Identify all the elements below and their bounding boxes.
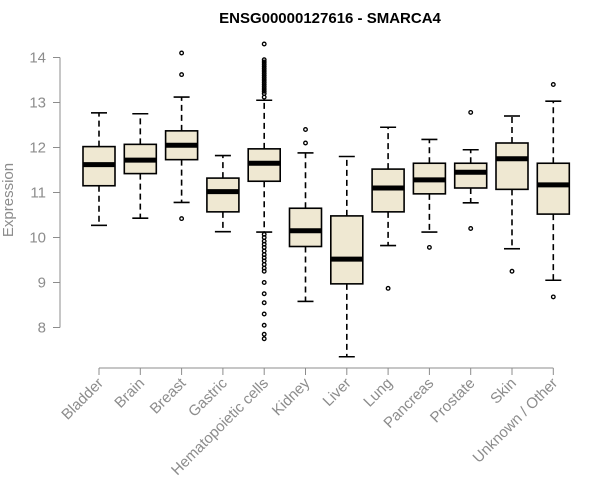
box-iqr [495,142,529,191]
box-gastric [206,154,240,233]
outlier-point [261,73,267,78]
boxes-group [82,41,571,358]
outlier-point [261,75,267,81]
y-tick-label: 10 [29,230,46,247]
outlier-point [261,64,267,69]
outlier-point [261,77,267,83]
y-tick-label: 11 [30,185,46,202]
outlier-point [261,70,267,76]
box-liver [329,155,364,358]
outlier-point [303,140,308,146]
outlier-point [261,86,267,92]
outlier-point [261,322,267,328]
box-kidney [288,127,323,303]
outlier-point [426,244,432,250]
outlier-point [261,57,267,63]
x-tick-label: Skin [487,375,520,408]
outlier-point [550,294,556,300]
y-tick-label: 8 [38,320,46,337]
box-prostate [453,109,488,231]
outlier-point [179,216,185,222]
x-tick-label: Kidney [269,374,314,419]
outlier-point [261,268,267,274]
outlier-point [261,300,267,306]
outlier-point [261,61,267,67]
x-tick-label: Liver [320,375,355,410]
outlier-point [261,59,267,65]
box-bladder [82,112,116,227]
box-breast [164,50,199,222]
x-tick-label: Breast [147,374,190,417]
y-tick-label: 9 [38,275,46,292]
y-axis: 8 9 10 11 12 13 14 [29,50,61,337]
outlier-point [261,41,267,47]
outlier-point [179,72,185,78]
outlier-point [261,88,267,94]
outlier-point [261,82,267,87]
y-tick-label: 14 [29,50,46,67]
box-iqr [288,207,323,248]
box-unknown-other [536,82,571,300]
outlier-point [261,311,267,317]
y-tick-label: 13 [29,95,46,112]
outlier-point [261,68,267,74]
outlier-point [179,50,185,56]
outlier-point [509,268,515,274]
y-axis-label: Expression [0,163,17,237]
box-pancreas [412,138,447,250]
outlier-point [468,109,474,115]
box-brain [123,112,158,219]
x-tick-label: Bladder [58,375,107,424]
outlier-point [261,84,267,90]
chart-title: ENSG00000127616 - SMARCA4 [219,10,441,27]
outlier-point [261,331,267,337]
outlier-point [261,94,267,100]
outlier-point [303,127,308,132]
outlier-point [261,336,267,342]
box-iqr [536,162,571,215]
box-iqr [329,215,364,285]
box-iqr [206,177,240,213]
outlier-point [261,291,267,297]
x-tick-label: Prostate [427,375,479,427]
x-tick-label: Brain [111,375,148,412]
box-hematopoietic-cells [247,41,281,342]
y-tick-label: 12 [29,140,46,157]
outlier-point [261,79,267,85]
outlier-point [468,226,474,231]
outlier-point [261,66,267,72]
box-iqr [453,162,488,189]
outlier-point [385,285,391,291]
box-skin [495,115,529,274]
outlier-point [550,82,556,87]
outlier-point [261,280,267,285]
box-lung [371,126,405,291]
x-tick-label: Lung [360,375,396,411]
